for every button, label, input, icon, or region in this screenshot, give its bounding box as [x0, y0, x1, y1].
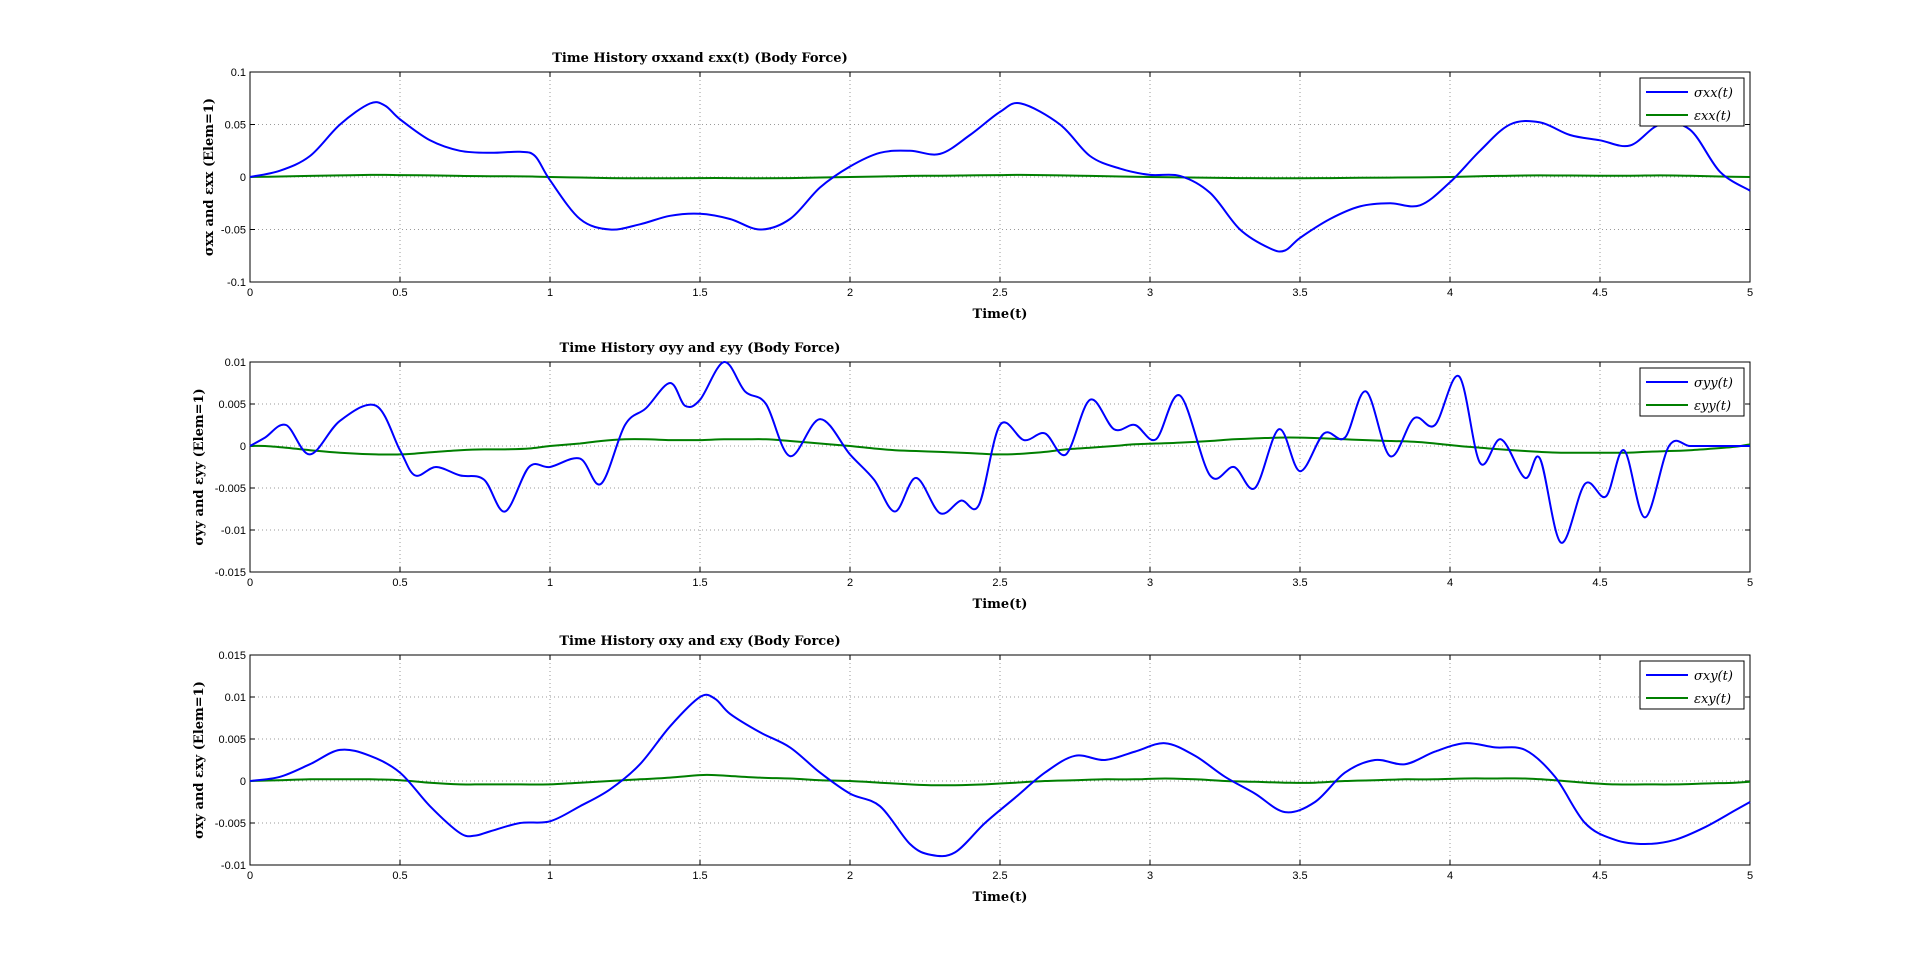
x-tick-label: 3	[1147, 577, 1153, 589]
y-tick-label: 0.01	[225, 357, 246, 369]
y-axis-label: σxy and εxy (Elem=1)	[192, 681, 207, 839]
x-tick-label: 0.5	[392, 870, 407, 882]
x-tick-label: 4	[1447, 577, 1453, 589]
legend: σyy(t) εyy(t)	[1639, 367, 1745, 417]
x-tick-label: 4.5	[1592, 870, 1607, 882]
grid-lines	[250, 655, 1750, 865]
x-axis-label: Time(t)	[973, 890, 1028, 905]
y-tick-label: 0.1	[231, 67, 246, 79]
legend-label-stress: σxy(t)	[1694, 669, 1733, 684]
y-axis-label: σxx and εxx (Elem=1)	[202, 98, 217, 256]
series-lines	[249, 361, 1751, 544]
chart-title: Time History σxxand εxx(t) (Body Force)	[552, 51, 847, 66]
x-tick-label: 0.5	[392, 287, 407, 299]
x-axis-label: Time(t)	[973, 307, 1028, 322]
legend-label-strain: εxy(t)	[1694, 692, 1731, 707]
series-lines	[249, 693, 1751, 858]
chart-panel-sxx: Time History σxxand εxx(t) (Body Force) …	[202, 51, 1753, 322]
x-axis-label: Time(t)	[973, 597, 1028, 612]
x-tick-label: 1	[547, 870, 553, 882]
y-tick-label: 0	[240, 776, 246, 788]
y-tick-label: -0.1	[227, 277, 246, 289]
series-lines	[249, 101, 1751, 253]
y-tick-label: -0.01	[221, 525, 246, 537]
x-tick-label: 2	[847, 870, 853, 882]
x-tick-label: 5	[1747, 287, 1753, 299]
series-line-stress	[249, 693, 1751, 858]
x-tick-label: 4	[1447, 870, 1453, 882]
axis-ticks: 0 0.5 1 1.5 2 2.5 3 3.5 4 4.5 50.0150.010.0050-0.0…	[215, 650, 1753, 882]
legend-label-stress: σyy(t)	[1694, 376, 1733, 391]
x-tick-label: 3.5	[1292, 870, 1307, 882]
series-line-stress	[249, 361, 1750, 544]
x-tick-label: 1.5	[692, 577, 707, 589]
x-tick-label: 2	[847, 287, 853, 299]
series-line-strain	[249, 773, 1751, 787]
series-line-stress	[249, 101, 1751, 253]
series-line-strain	[249, 173, 1751, 180]
x-tick-label: 5	[1747, 870, 1753, 882]
x-tick-label: 2.5	[992, 577, 1007, 589]
chart-title: Time History σxy and εxy (Body Force)	[559, 634, 840, 649]
x-tick-label: 3.5	[1292, 287, 1307, 299]
legend-box	[1639, 660, 1745, 710]
x-tick-label: 1.5	[692, 287, 707, 299]
y-axis-label: σyy and εyy (Elem=1)	[192, 388, 207, 545]
x-tick-label: 5	[1747, 577, 1753, 589]
y-tick-label: 0.05	[225, 120, 246, 132]
y-tick-label: 0.005	[218, 399, 246, 411]
x-tick-label: 0	[247, 577, 253, 589]
x-tick-label: 2	[847, 577, 853, 589]
x-tick-label: 0	[247, 287, 253, 299]
y-tick-label: 0	[240, 441, 246, 453]
legend-label-stress: σxx(t)	[1694, 86, 1733, 101]
series-line-strain	[249, 436, 1751, 456]
y-tick-label: -0.015	[215, 567, 246, 579]
x-tick-label: 4.5	[1592, 577, 1607, 589]
x-tick-label: 3	[1147, 287, 1153, 299]
x-tick-label: 1	[547, 287, 553, 299]
y-tick-label: 0	[240, 172, 246, 184]
y-tick-label: -0.05	[221, 225, 246, 237]
y-tick-label: -0.01	[221, 860, 246, 872]
x-tick-label: 2.5	[992, 870, 1007, 882]
legend-box	[1639, 77, 1745, 127]
legend: σxx(t) εxx(t)	[1639, 77, 1745, 127]
chart-panel-sxy: Time History σxy and εxy (Body Force) 0 0…	[192, 634, 1753, 905]
legend-label-strain: εyy(t)	[1694, 399, 1731, 414]
x-tick-label: 1.5	[692, 870, 707, 882]
y-tick-label: -0.005	[215, 818, 246, 830]
axis-ticks: 0 0.5 1 1.5 2 2.5 3 3.5 4 4.5 5 0.01 0.005 0 -0.005 -0.…	[215, 357, 1753, 589]
axis-ticks: 0 0.5 1 1.5 2 2.5 3 3.5 4 4.5 5 0.1 0.05 0 -0.05 -0.1	[221, 67, 1753, 299]
chart-title: Time History σyy and εyy (Body Force)	[560, 341, 841, 356]
x-tick-label: 4	[1447, 287, 1453, 299]
x-tick-label: 3.5	[1292, 577, 1307, 589]
legend-box	[1639, 367, 1745, 417]
x-tick-label: 1	[547, 577, 553, 589]
y-tick-label: -0.005	[215, 483, 246, 495]
x-tick-label: 0	[247, 870, 253, 882]
legend: σxy(t) εxy(t)	[1639, 660, 1745, 710]
x-tick-label: 0.5	[392, 577, 407, 589]
y-tick-label: 0.01	[225, 692, 246, 704]
y-tick-label: 0.005	[218, 734, 246, 746]
y-tick-label: 0.015	[218, 650, 246, 662]
x-tick-label: 3	[1147, 870, 1153, 882]
legend-label-strain: εxx(t)	[1694, 109, 1731, 124]
x-tick-label: 4.5	[1592, 287, 1607, 299]
x-tick-label: 2.5	[992, 287, 1007, 299]
